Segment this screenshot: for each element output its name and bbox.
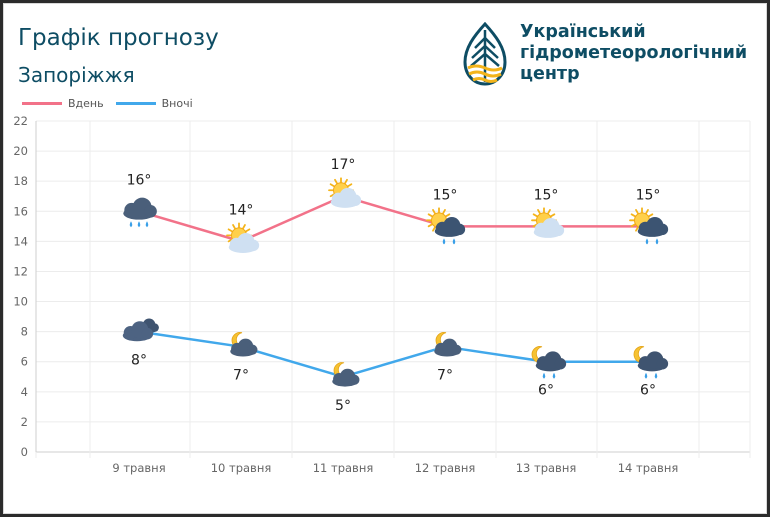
chart-title: Графік прогнозу	[18, 25, 219, 51]
sun-cloud-icon	[531, 207, 565, 238]
series-line-day	[138, 194, 648, 243]
moon-cloud-icon	[434, 332, 462, 357]
x-tick-label: 12 травня	[415, 461, 476, 475]
night-temp-label: 7°	[233, 368, 249, 384]
x-tick-label: 14 травня	[618, 461, 679, 475]
legend-item-night[interactable]: Вночі	[115, 97, 193, 110]
forecast-card	[3, 3, 767, 514]
day-temp-label: 15°	[636, 187, 661, 203]
sun-cloud-icon	[328, 177, 362, 208]
y-tick-label: 6	[21, 355, 28, 369]
y-tick-label: 18	[13, 174, 28, 188]
y-tick-label: 0	[21, 445, 28, 459]
organization-name: Український гідрометеорологічний центр	[520, 22, 747, 85]
legend-label-day: Вдень	[68, 97, 104, 110]
day-temp-label: 17°	[331, 157, 356, 173]
legend-item-day[interactable]: Вдень	[22, 97, 104, 110]
moon-cloud-rain-icon	[531, 346, 567, 379]
organization-block: Український гідрометеорологічний центр	[460, 22, 747, 88]
day-temp-label: 16°	[127, 172, 152, 188]
y-tick-label: 2	[21, 415, 28, 429]
x-tick-label: 9 травня	[112, 461, 165, 475]
day-temp-label: 15°	[534, 187, 559, 203]
y-tick-label: 10	[13, 295, 28, 309]
day-temp-label: 14°	[229, 202, 254, 218]
sun-cloud-icon	[226, 222, 260, 253]
organization-name-line: Український	[520, 22, 646, 42]
moon-cloud-icon	[230, 332, 258, 357]
night-temp-label: 7°	[437, 368, 453, 384]
y-tick-label: 14	[13, 234, 28, 248]
y-tick-label: 4	[21, 385, 28, 399]
cloudy-night-icon	[122, 318, 159, 342]
organization-name-line: центр	[520, 64, 580, 84]
legend-swatch-night	[115, 102, 156, 105]
hydromet-logo-icon	[463, 22, 507, 86]
chart-legend: Вдень Вночі	[22, 97, 205, 110]
sun-cloud-rain-icon	[629, 207, 669, 245]
y-tick-label: 22	[13, 114, 28, 128]
legend-swatch-day	[22, 102, 62, 105]
chart-temp-labels: 16° 14° 17° 15° 15° 15° 8° 7° 5° 7° 6° 6°	[127, 157, 661, 414]
x-tick-label: 10 травня	[211, 461, 272, 475]
x-tick-label: 11 травня	[313, 461, 374, 475]
sun-cloud-rain-icon	[426, 207, 466, 245]
moon-cloud-rain-icon	[633, 346, 669, 379]
y-tick-label: 20	[13, 144, 28, 158]
x-tick-label: 13 травня	[516, 461, 577, 475]
chart-axes: 0 2 4 6 8 10 12 14 16 18 20 22 9 травня 10 травня 11 т…	[13, 114, 678, 475]
cloud-rain-icon	[123, 197, 157, 228]
organization-name-line: гідрометеорологічний	[520, 43, 748, 63]
night-temp-label: 6°	[640, 383, 656, 399]
chart-weather-icons	[122, 177, 669, 387]
night-temp-label: 8°	[131, 353, 147, 369]
moon-cloud-icon	[332, 362, 360, 387]
legend-label-night: Вночі	[161, 97, 193, 110]
day-temp-label: 15°	[433, 187, 458, 203]
city-name: Запоріжжя	[18, 63, 135, 87]
night-temp-label: 6°	[538, 383, 554, 399]
night-temp-label: 5°	[335, 398, 351, 414]
y-tick-label: 8	[21, 325, 28, 339]
y-tick-label: 12	[13, 264, 28, 278]
y-tick-label: 16	[13, 204, 28, 218]
